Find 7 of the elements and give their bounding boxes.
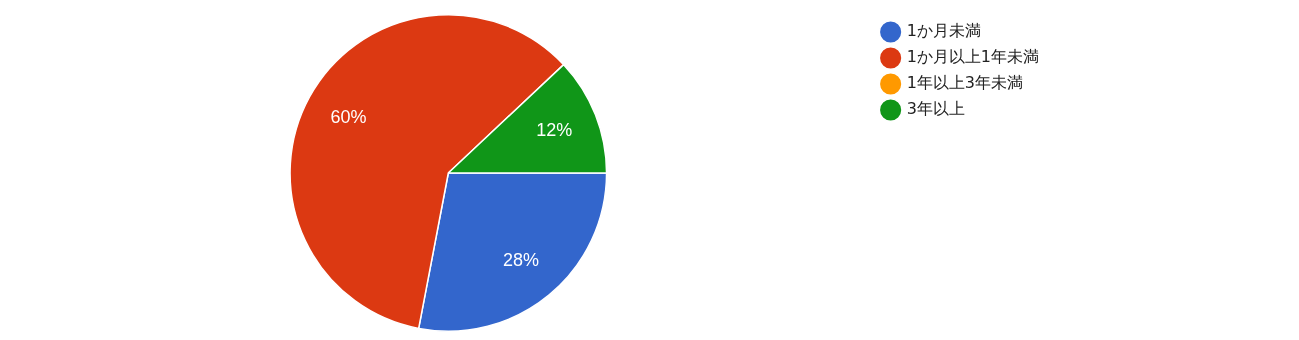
legend-label: 1か月以上1年未満 xyxy=(906,47,1039,67)
data-label: 60% xyxy=(330,107,367,128)
data-label: 28% xyxy=(502,249,539,270)
legend-label: 1か月未満 xyxy=(906,21,981,41)
legend-label: 1年以上3年未満 xyxy=(906,73,1023,93)
data-label: 12% xyxy=(536,120,573,141)
legend-label: 3年以上 xyxy=(906,99,965,119)
